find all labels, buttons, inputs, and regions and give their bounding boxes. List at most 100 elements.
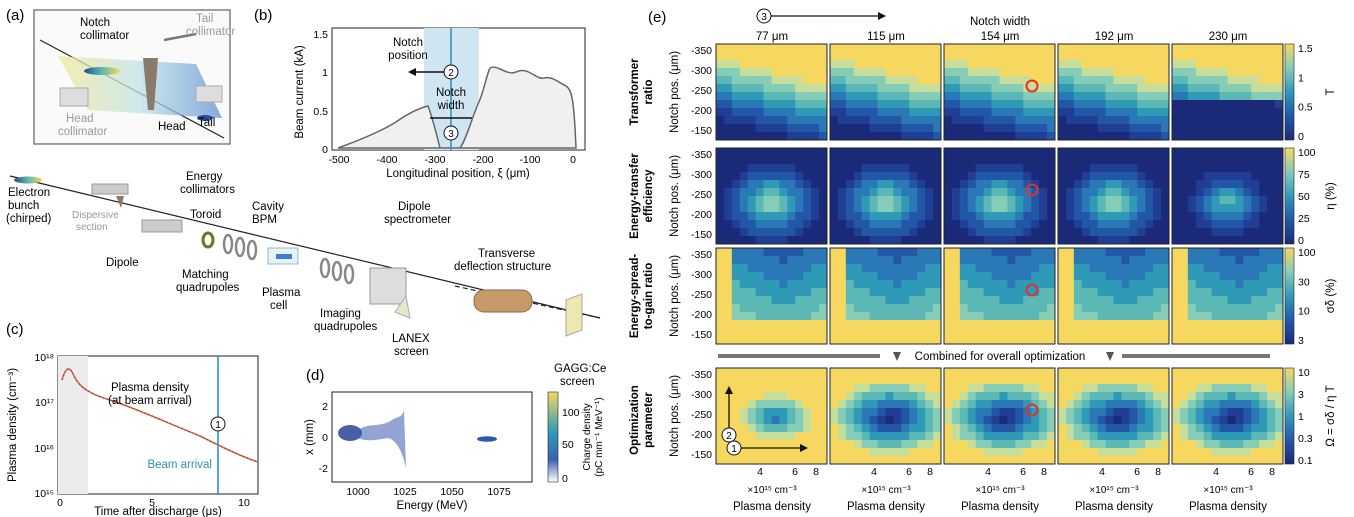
heatmap-cell [1105, 76, 1114, 85]
heatmap-cell [1031, 408, 1040, 417]
heatmap-cell [983, 124, 992, 133]
heatmap-cell [1031, 288, 1040, 297]
heatmap-cell [1187, 288, 1197, 297]
heatmap-cell [1065, 172, 1075, 181]
heatmap-cell [1211, 408, 1220, 417]
d-cbar-tick: 100 [562, 407, 580, 419]
heatmap-panel [829, 147, 942, 245]
heatmap-cell [1187, 416, 1197, 425]
heatmap-cell [1073, 100, 1083, 109]
heatmap-cell [1153, 164, 1162, 173]
heatmap-cell [1195, 148, 1205, 157]
heatmap-cell [885, 76, 894, 85]
heatmap-cell [1039, 148, 1048, 157]
heatmap-cell [1097, 448, 1106, 457]
heatmap-cell [723, 264, 733, 273]
heatmap-cell [1203, 272, 1213, 281]
heatmap-cell [909, 320, 918, 329]
heatmap-cell [1113, 456, 1122, 465]
heatmap-cell [1161, 272, 1170, 281]
heatmap-cell [944, 148, 953, 157]
heatmap-cell [869, 432, 878, 441]
heatmap-cell [917, 304, 926, 313]
heatmap-panel [1057, 43, 1170, 141]
heatmap-cell [731, 124, 741, 133]
heatmap-cell [1259, 204, 1268, 213]
heatmap-cell [1267, 280, 1276, 289]
heatmap-cell [933, 116, 942, 125]
heatmap-cell [853, 68, 863, 77]
heatmap-cell [933, 424, 942, 433]
heatmap-cell [1065, 272, 1075, 281]
heatmap-cell [1121, 212, 1130, 221]
heatmap-cell [1039, 124, 1048, 133]
heatmap-cell [787, 296, 796, 305]
heatmap-cell [755, 432, 764, 441]
e-ytick: -300 [691, 169, 712, 181]
heatmap-cell [779, 180, 788, 189]
heatmap-cell [869, 400, 878, 409]
heatmap-cell [1015, 288, 1024, 297]
heatmap-cell [1267, 304, 1276, 313]
heatmap-cell [819, 92, 828, 101]
heatmap-cell [1039, 236, 1048, 245]
heatmap-cell [944, 68, 953, 77]
heatmap-cell [1039, 328, 1048, 337]
heatmap-cell [1251, 408, 1260, 417]
heatmap-cell [747, 424, 757, 433]
heatmap-cell [731, 164, 741, 173]
heatmap-cell [1275, 288, 1284, 297]
heatmap-cell [983, 180, 992, 189]
heatmap-cell [787, 228, 796, 237]
heatmap-cell [811, 124, 820, 133]
heatmap-cell [1081, 156, 1091, 165]
heatmap-cell [811, 384, 820, 393]
heatmap-cell [999, 368, 1008, 377]
heatmap-cell [723, 188, 733, 197]
heatmap-cell [1121, 448, 1130, 457]
heatmap-cell [795, 172, 804, 181]
heatmap-cell [909, 304, 918, 313]
heatmap-cell [1039, 288, 1048, 297]
heatmap-cell [1007, 156, 1016, 165]
heatmap-cell [1219, 384, 1228, 393]
heatmap-cell [967, 288, 977, 297]
heatmap-cell [1121, 60, 1130, 69]
heatmap-cell [991, 448, 1000, 457]
heatmap-cell [1259, 296, 1268, 305]
e-cbar-tick: 0.5 [1298, 102, 1313, 114]
heatmap-cell [787, 92, 796, 101]
e-cbar-tick: 30 [1298, 276, 1310, 288]
heatmap-cell [1113, 148, 1122, 157]
heatmap-cell [1195, 236, 1205, 245]
heatmap-cell [747, 456, 757, 465]
heatmap-cell [917, 448, 926, 457]
heatmap-cell [1153, 448, 1162, 457]
heatmap-cell [1243, 336, 1252, 345]
heatmap-cell [747, 116, 757, 125]
heatmap-cell [795, 448, 804, 457]
heatmap-cell [1047, 328, 1056, 337]
arrowhead-left-icon [408, 68, 416, 76]
gaggce-label-2: screen [560, 376, 595, 388]
heatmap-cell [739, 408, 749, 417]
heatmap-cell [723, 124, 733, 133]
heatmap-cell [1145, 76, 1154, 85]
e-ytick: -200 [691, 309, 712, 321]
heatmap-cell [861, 188, 871, 197]
heatmap-cell [747, 272, 757, 281]
heatmap-cell [787, 448, 796, 457]
heatmap-cell [909, 312, 918, 321]
heatmap-cell [1219, 336, 1228, 345]
heatmap-cell [723, 68, 733, 77]
heatmap-cell [991, 296, 1000, 305]
heatmap-cell [811, 132, 820, 141]
heatmap-cell [771, 188, 780, 197]
heatmap-cell [1187, 148, 1197, 157]
heatmap-cell [951, 60, 961, 69]
heatmap-cell [830, 100, 839, 109]
heatmap-cell [1243, 132, 1252, 141]
heatmap-cell [837, 236, 847, 245]
heatmap-cell [779, 392, 788, 401]
heatmap-cell [1195, 220, 1205, 229]
